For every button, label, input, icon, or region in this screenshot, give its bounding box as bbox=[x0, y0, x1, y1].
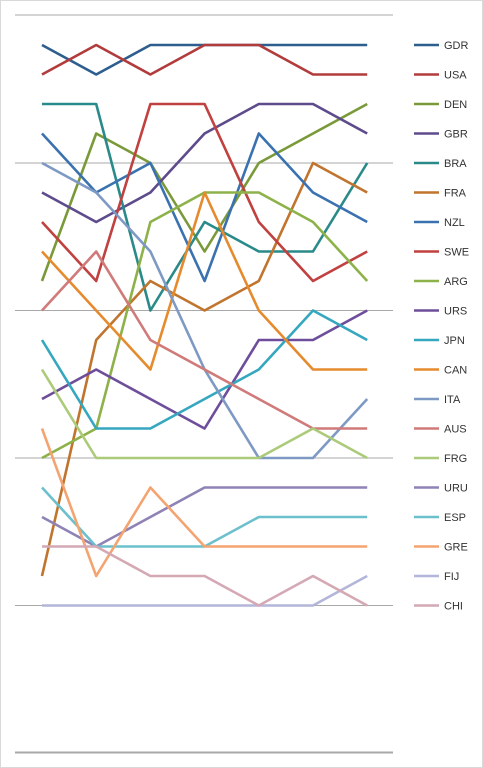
series-line-usa bbox=[41, 43, 368, 76]
legend: GDR USA DEN GBR BRA FRA NZL SWE ARG URS JPN CAN ITA A… bbox=[414, 40, 469, 613]
legend-label-gre: GRE bbox=[444, 542, 468, 554]
series-line-den bbox=[40, 102, 368, 282]
legend-label-jpn: JPN bbox=[444, 335, 465, 347]
series-line-swe bbox=[41, 102, 368, 283]
legend-label-urs: URS bbox=[444, 306, 467, 318]
series-line-gbr bbox=[41, 102, 368, 224]
legend-label-nzl: NZL bbox=[444, 217, 465, 229]
legend-label-gbr: GBR bbox=[444, 129, 468, 141]
legend-label-fij: FIJ bbox=[444, 571, 459, 583]
series-line-fra bbox=[40, 161, 368, 577]
series-line-bra bbox=[42, 102, 369, 312]
legend-label-can: CAN bbox=[444, 365, 467, 377]
series-line-esp bbox=[41, 486, 368, 548]
series-line-gre bbox=[40, 428, 368, 578]
series-line-frg bbox=[40, 368, 368, 460]
series-line-urs bbox=[41, 309, 368, 430]
series-line-jpn bbox=[40, 309, 368, 430]
legend-label-fra: FRA bbox=[444, 188, 467, 200]
legend-label-swe: SWE bbox=[444, 247, 469, 259]
legend-label-esp: ESP bbox=[444, 512, 466, 524]
series-line-can bbox=[41, 191, 368, 371]
series-lines bbox=[40, 43, 369, 607]
legend-label-arg: ARG bbox=[444, 276, 468, 288]
legend-label-ita: ITA bbox=[444, 394, 461, 406]
legend-label-bra: BRA bbox=[444, 158, 467, 170]
series-line-fij bbox=[42, 574, 368, 607]
series-line-chi bbox=[42, 545, 368, 607]
legend-label-gdr: GDR bbox=[444, 40, 469, 52]
legend-label-frg: FRG bbox=[444, 453, 467, 465]
legend-label-chi: CHI bbox=[444, 601, 463, 613]
legend-label-uru: URU bbox=[444, 483, 468, 495]
legend-label-aus: AUS bbox=[444, 424, 467, 436]
legend-label-usa: USA bbox=[444, 70, 467, 82]
legend-label-den: DEN bbox=[444, 99, 467, 111]
